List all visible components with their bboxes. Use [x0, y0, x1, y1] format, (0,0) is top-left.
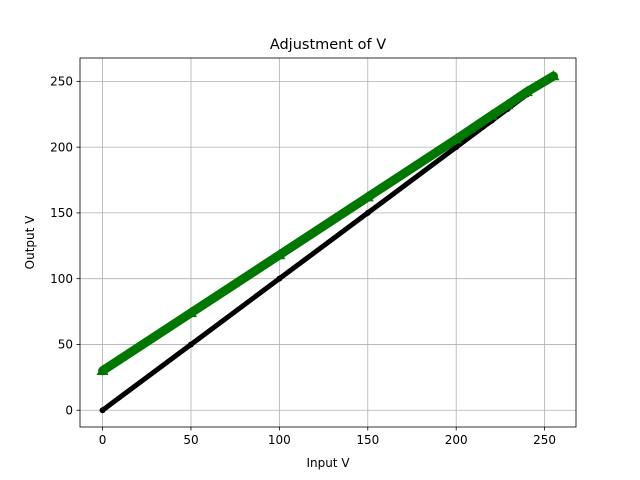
- data-point: [485, 109, 498, 120]
- y-tick-label: 100: [50, 272, 73, 286]
- data-point: [361, 191, 374, 202]
- x-axis-label: Input V: [306, 456, 350, 470]
- data-point: [96, 364, 109, 375]
- data-point: [187, 341, 194, 348]
- plot-area-frame: [79, 57, 577, 428]
- data-point: [184, 306, 197, 318]
- data-point: [276, 275, 283, 282]
- y-axis-label: Output V: [23, 215, 37, 269]
- x-tick-label: 0: [99, 433, 107, 447]
- x-tick-label: 150: [356, 433, 379, 447]
- data-point: [520, 85, 533, 97]
- x-tick-label: 200: [445, 433, 468, 447]
- x-tick-label: 50: [183, 433, 198, 447]
- data-point: [547, 70, 560, 81]
- y-tick-label: 200: [50, 140, 73, 154]
- x-tick-label: 100: [268, 433, 291, 447]
- grid: [80, 58, 576, 427]
- data-point: [450, 133, 463, 144]
- series-2: [96, 70, 560, 376]
- data-point: [453, 144, 460, 151]
- x-tick-label: 250: [533, 433, 556, 447]
- data-point: [99, 407, 106, 414]
- y-tick-label: 250: [50, 75, 73, 89]
- data-point: [273, 248, 286, 260]
- y-tick-label: 150: [50, 206, 73, 220]
- axis-ticks: 0 50 100 150 200 250 0 50 100 150 200 250: [50, 75, 556, 447]
- chart-title: Adjustment of V: [270, 37, 386, 53]
- y-tick-label: 50: [58, 338, 73, 352]
- data-point: [501, 99, 514, 110]
- y-tick-label: 0: [65, 403, 73, 417]
- plot-series: [96, 70, 560, 414]
- data-point: [364, 209, 371, 216]
